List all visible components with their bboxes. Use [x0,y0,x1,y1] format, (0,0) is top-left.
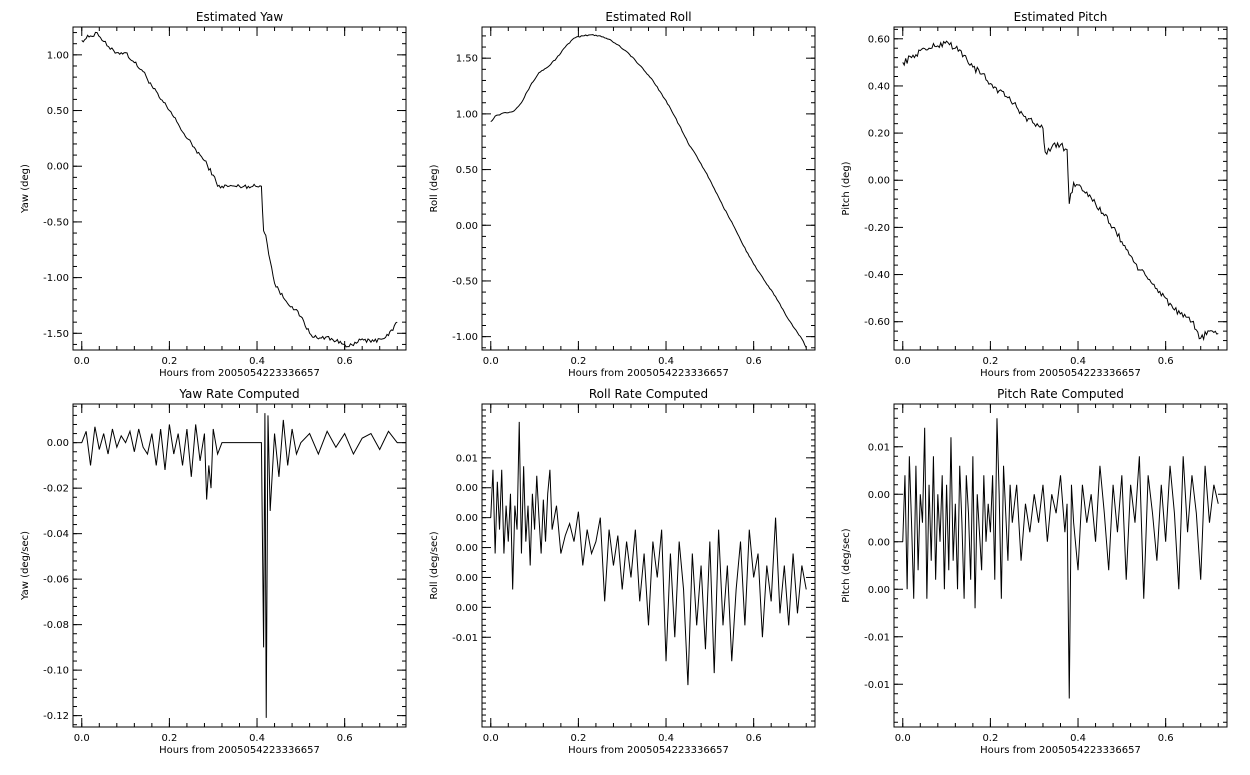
estimated-pitch-y-tick-label: 0.00 [868,176,890,187]
estimated-yaw-y-axis-label: Yaw (deg) [20,164,31,214]
estimated-roll-series-line [490,34,807,349]
estimated-roll-y-tick-label: 1.00 [456,109,478,120]
estimated-roll-panel: Estimated Roll Hours from 200505422333665… [429,10,816,379]
estimated-pitch-title: Estimated Pitch [1014,10,1108,24]
estimated-roll-x-axis-label: Hours from 2005054223336657 [568,368,729,379]
estimated-pitch-series-line [902,40,1219,342]
yaw-rate-computed-x-tick-label: 0.4 [249,733,265,744]
estimated-pitch-y-axis-label: Pitch (deg) [841,161,852,215]
estimated-yaw-x-axis-label: Hours from 2005054223336657 [159,368,320,379]
estimated-yaw-y-tick-label: -1.00 [43,273,69,284]
pitch-rate-computed-y-tick-label: 0.00 [868,537,890,548]
yaw-rate-computed-y-tick-label: -0.10 [43,666,69,677]
estimated-yaw-title: Estimated Yaw [196,10,283,24]
estimated-yaw-series-line [81,31,398,348]
roll-rate-computed-y-axis-label: Roll (deg/sec) [429,531,440,599]
roll-rate-computed-y-tick-label: 0.00 [456,603,478,614]
estimated-roll-y-tick-label: 0.50 [456,165,478,176]
roll-rate-computed-y-tick-label: 0.00 [456,513,478,524]
yaw-rate-computed-y-tick-label: -0.06 [43,575,69,586]
estimated-roll-x-tick-label: 0.6 [746,356,762,367]
estimated-yaw-plot-frame [72,26,407,351]
roll-rate-computed-x-tick-label: 0.6 [746,733,762,744]
estimated-pitch-y-tick-label: -0.40 [864,270,890,281]
pitch-rate-computed-x-axis-label: Hours from 2005054223336657 [980,745,1141,756]
pitch-rate-computed-x-tick-label: 0.6 [1158,733,1174,744]
pitch-rate-computed-y-tick-label: 0.00 [868,585,890,596]
estimated-yaw-x-tick-label: 0.6 [337,356,353,367]
estimated-roll-title: Estimated Roll [605,10,691,24]
yaw-rate-computed-y-tick-label: -0.02 [43,484,69,495]
estimated-yaw-y-tick-label: -1.50 [43,329,69,340]
yaw-rate-computed-x-tick-label: 0.0 [74,733,90,744]
estimated-yaw-panel: Estimated Yaw Hours from 2005054223336657… [20,10,407,379]
pitch-rate-computed-panel: Pitch Rate Computed Hours from 2005054223… [841,387,1228,756]
pitch-rate-computed-y-tick-label: -0.01 [864,680,890,691]
yaw-rate-computed-x-tick-label: 0.6 [337,733,353,744]
yaw-rate-computed-y-axis-label: Yaw (deg/sec) [20,531,31,601]
yaw-rate-computed-title: Yaw Rate Computed [178,387,299,401]
estimated-yaw-y-tick-label: -0.50 [43,217,69,228]
estimated-yaw-y-tick-label: 1.00 [47,50,69,61]
estimated-yaw-y-tick-label: 0.00 [47,162,69,173]
estimated-yaw-x-tick-label: 0.2 [161,356,177,367]
pitch-rate-computed-y-tick-label: -0.01 [864,632,890,643]
yaw-rate-computed-x-tick-label: 0.2 [161,733,177,744]
yaw-rate-computed-plot-frame [72,403,407,728]
roll-rate-computed-y-tick-label: 0.01 [456,453,478,464]
pitch-rate-computed-title: Pitch Rate Computed [997,387,1124,401]
estimated-pitch-x-tick-label: 0.0 [895,356,911,367]
yaw-rate-computed-y-tick-label: 0.00 [47,438,69,449]
yaw-rate-computed-y-tick-label: -0.12 [43,711,69,722]
roll-rate-computed-panel: Roll Rate Computed Hours from 20050542233… [429,387,816,756]
estimated-pitch-panel: Estimated Pitch Hours from 20050542233366… [841,10,1228,379]
roll-rate-computed-x-tick-label: 0.0 [483,733,499,744]
roll-rate-computed-x-tick-label: 0.2 [570,733,586,744]
estimated-pitch-y-tick-label: -0.60 [864,317,890,328]
estimated-yaw-x-tick-label: 0.4 [249,356,265,367]
estimated-roll-y-tick-label: -0.50 [452,276,478,287]
yaw-rate-computed-y-tick-label: -0.04 [43,529,69,540]
estimated-pitch-y-tick-label: 0.40 [868,81,890,92]
estimated-pitch-y-tick-label: -0.20 [864,223,890,234]
roll-rate-computed-y-tick-label: 0.00 [456,483,478,494]
pitch-rate-computed-x-tick-label: 0.0 [895,733,911,744]
roll-rate-computed-plot-frame [481,403,816,728]
estimated-pitch-x-axis-label: Hours from 2005054223336657 [980,368,1141,379]
estimated-roll-y-tick-label: -1.00 [452,332,478,343]
estimated-pitch-plot-frame [893,26,1228,351]
roll-rate-computed-y-tick-label: -0.01 [452,633,478,644]
estimated-roll-y-tick-label: 1.50 [456,54,478,65]
roll-rate-computed-series-line [490,421,807,686]
estimated-roll-x-tick-label: 0.4 [658,356,674,367]
yaw-rate-computed-y-tick-label: -0.08 [43,620,69,631]
estimated-pitch-x-tick-label: 0.2 [982,356,998,367]
estimated-pitch-x-tick-label: 0.6 [1158,356,1174,367]
estimated-pitch-x-tick-label: 0.4 [1070,356,1086,367]
roll-rate-computed-x-tick-label: 0.4 [658,733,674,744]
estimated-pitch-y-tick-label: 0.60 [868,34,890,45]
pitch-rate-computed-y-tick-label: 0.01 [868,442,890,453]
pitch-rate-computed-y-tick-label: 0.00 [868,490,890,501]
estimated-roll-y-tick-label: 0.00 [456,221,478,232]
estimated-yaw-y-tick-label: 0.50 [47,106,69,117]
yaw-rate-computed-panel: Yaw Rate Computed Hours from 200505422333… [20,387,407,756]
pitch-rate-computed-series-line [902,418,1219,699]
roll-rate-computed-y-tick-label: 0.00 [456,543,478,554]
yaw-rate-computed-x-axis-label: Hours from 2005054223336657 [159,745,320,756]
roll-rate-computed-y-tick-label: 0.00 [456,573,478,584]
roll-rate-computed-title: Roll Rate Computed [589,387,708,401]
pitch-rate-computed-x-tick-label: 0.4 [1070,733,1086,744]
pitch-rate-computed-x-tick-label: 0.2 [982,733,998,744]
estimated-pitch-y-tick-label: 0.20 [868,129,890,140]
roll-rate-computed-x-axis-label: Hours from 2005054223336657 [568,745,729,756]
estimated-roll-x-tick-label: 0.0 [483,356,499,367]
estimated-yaw-x-tick-label: 0.0 [74,356,90,367]
pitch-rate-computed-y-axis-label: Pitch (deg/sec) [841,528,852,603]
estimated-roll-x-tick-label: 0.2 [570,356,586,367]
yaw-rate-computed-series-line [81,413,398,718]
estimated-roll-y-axis-label: Roll (deg) [429,164,440,212]
